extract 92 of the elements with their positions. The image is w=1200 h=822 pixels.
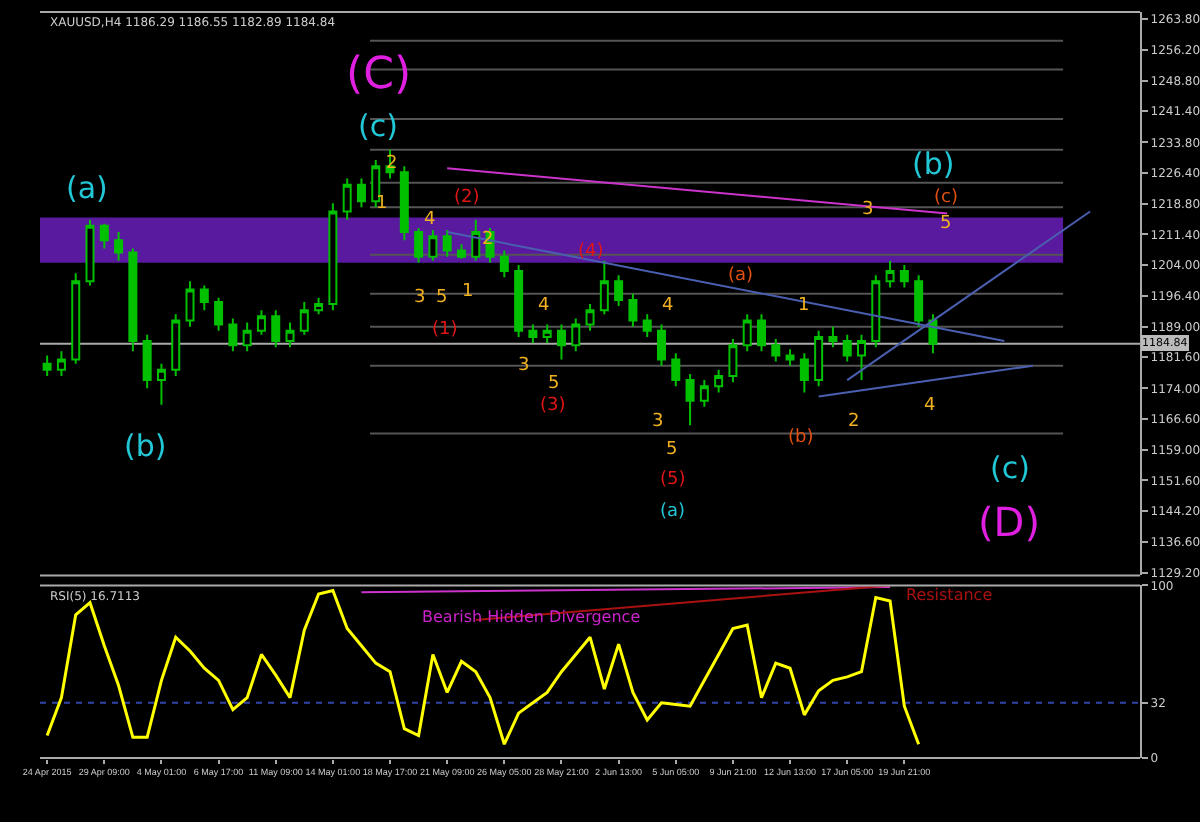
candlestick: [228, 317, 238, 353]
annotation: 1: [462, 282, 474, 302]
candlestick: [299, 300, 309, 336]
annotation: (D): [978, 498, 1041, 546]
candlestick: [328, 202, 338, 312]
candlestick: [799, 352, 809, 394]
candlestick: [899, 263, 909, 289]
candlestick: [785, 348, 795, 367]
candlestick: [471, 218, 481, 262]
candlestick: [99, 222, 109, 250]
candlestick: [371, 159, 381, 209]
candlestick: [699, 379, 709, 408]
annotation: (b): [124, 428, 167, 464]
candlestick: [242, 321, 252, 353]
annotation: Resistance: [906, 586, 993, 604]
candlestick: [171, 313, 181, 377]
annotation: 2: [848, 412, 860, 432]
annotation: 5: [436, 288, 448, 308]
candlestick: [628, 292, 638, 328]
annotation: (a): [728, 266, 754, 286]
candlestick: [757, 313, 766, 353]
candlestick: [828, 325, 838, 349]
candlestick: [514, 263, 524, 338]
annotation: 3: [652, 412, 664, 432]
candlestick: [399, 165, 409, 242]
candlestick: [728, 337, 738, 384]
annotation: (b): [912, 146, 955, 182]
candlestick: [42, 354, 52, 377]
annotation: (C): [346, 50, 412, 100]
candlestick: [528, 323, 538, 345]
candlestick: [128, 247, 138, 353]
candlestick: [85, 218, 95, 287]
annotation: 3: [414, 288, 426, 308]
annotation: (a): [660, 502, 686, 522]
candlestick: [199, 284, 209, 312]
candlestick: [414, 226, 424, 264]
candlestick: [256, 309, 266, 336]
candlestick: [814, 329, 824, 388]
candlestick: [156, 362, 166, 406]
annotation: (5): [660, 470, 686, 490]
annotation: (c): [990, 450, 1030, 486]
candlestick: [71, 272, 81, 365]
annotation: 4: [662, 296, 674, 316]
candlestick: [356, 177, 366, 209]
candlestick: [714, 368, 724, 394]
candlestick: [742, 313, 752, 353]
candlestick: [442, 228, 452, 258]
candlestick: [271, 309, 281, 349]
annotation: 4: [538, 296, 550, 316]
annotation: 5: [548, 374, 560, 394]
candlestick: [857, 333, 866, 382]
annotation: (c): [358, 108, 398, 144]
candlestick: [585, 302, 595, 332]
candlestick: [599, 259, 609, 316]
annotation: (1): [432, 320, 458, 340]
annotation: 1: [798, 296, 810, 316]
annotation: (3): [540, 396, 566, 416]
annotation: (4): [578, 242, 604, 262]
candlestick: [456, 243, 466, 260]
candlestick: [142, 333, 152, 390]
candlestick: [571, 317, 581, 353]
candlestick: [771, 337, 781, 363]
annotation: (c): [934, 188, 958, 208]
annotation: (a): [66, 170, 108, 206]
candlestick: [656, 323, 666, 367]
annotation: 3: [518, 356, 530, 376]
annotation: 5: [940, 214, 952, 234]
candlestick: [428, 228, 438, 262]
candlestick: [671, 352, 681, 388]
candlestick: [885, 259, 895, 289]
candlestick: [914, 274, 924, 328]
annotation: 1: [376, 194, 388, 214]
annotation: 4: [924, 396, 936, 416]
annotation: 2: [482, 230, 494, 250]
annotation: 5: [666, 440, 678, 460]
candlestick: [314, 296, 324, 316]
candlestick: [614, 274, 624, 308]
candlestick: [185, 280, 195, 328]
annotation: (b): [788, 428, 814, 448]
candlestick: [642, 313, 652, 338]
candlestick: [285, 321, 295, 349]
annotation: (2): [454, 188, 480, 208]
candlestick: [56, 350, 66, 377]
candlestick: [542, 323, 552, 345]
candlestick: [214, 296, 224, 332]
candlestick: [342, 177, 352, 221]
candlestick: [114, 231, 124, 262]
candlestick: [842, 333, 852, 363]
candlestick: [871, 274, 881, 349]
candlestick: [685, 372, 695, 427]
candlestick: [499, 249, 509, 279]
candlestick: [556, 323, 566, 361]
